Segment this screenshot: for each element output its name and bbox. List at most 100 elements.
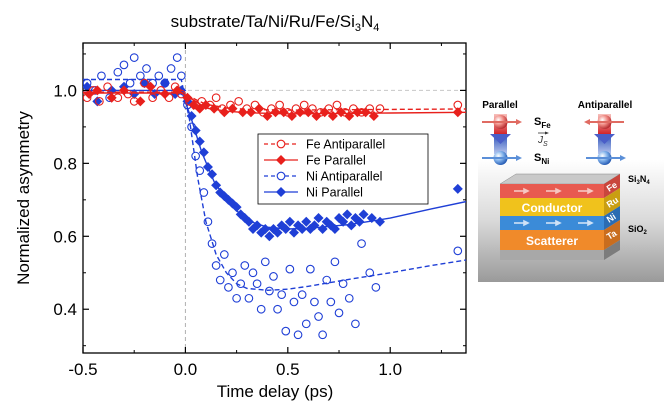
data-point — [277, 290, 287, 299]
data-point — [172, 53, 182, 62]
data-point — [278, 107, 289, 118]
data-point — [319, 107, 330, 118]
data-point — [360, 107, 371, 118]
data-point — [159, 89, 170, 100]
data-point — [191, 151, 200, 161]
x-tick-label: -0.5 — [68, 360, 97, 379]
data-point — [97, 71, 106, 81]
data-point — [219, 107, 230, 118]
data-point — [244, 293, 254, 303]
data-point — [301, 216, 312, 227]
data-point — [281, 326, 291, 336]
data-point — [317, 224, 328, 234]
data-point — [190, 125, 201, 136]
data-point — [142, 64, 151, 73]
data-point — [270, 107, 281, 118]
si3n4-label: Si3N4 — [628, 174, 650, 186]
data-point — [145, 81, 156, 92]
data-point — [159, 78, 170, 89]
data-point — [148, 93, 157, 103]
data-point — [135, 71, 145, 81]
data-point — [103, 82, 112, 92]
y-tick-label: 0.6 — [53, 227, 77, 246]
data-point — [327, 110, 338, 121]
data-point — [301, 319, 311, 329]
data-point — [262, 110, 273, 121]
data-point — [297, 290, 307, 299]
data-point — [140, 78, 149, 88]
ta-layer — [500, 230, 604, 250]
data-point — [207, 239, 217, 248]
data-point — [344, 110, 355, 121]
data-point — [248, 268, 258, 278]
data-point — [310, 297, 319, 307]
data-point — [365, 268, 375, 278]
legend-entry: Fe Parallel — [264, 154, 366, 168]
data-point — [203, 217, 213, 227]
data-point — [354, 216, 365, 227]
x-axis-label: Time delay (ps) — [217, 382, 334, 401]
legend-label: Ni Antiparallel — [306, 170, 382, 184]
data-point — [358, 209, 369, 220]
y-tick-label: 1.0 — [53, 81, 77, 100]
data-point — [346, 220, 357, 231]
data-point — [211, 180, 222, 191]
plot-frame — [82, 42, 467, 354]
ru-layer — [500, 198, 604, 216]
chart-title: substrate/Ta/Ni/Ru/Fe/Si3N4 — [171, 12, 380, 34]
data-point — [95, 97, 104, 106]
data-point — [318, 330, 327, 340]
data-point — [252, 279, 262, 289]
s-fe-label: SFe — [534, 116, 551, 130]
data-point — [125, 78, 135, 88]
data-point — [299, 100, 309, 110]
data-point — [176, 71, 186, 81]
data-point — [338, 279, 348, 289]
data-point — [280, 224, 291, 234]
data-point — [207, 169, 218, 180]
data-point — [352, 107, 363, 118]
data-point — [92, 85, 103, 96]
data-point — [199, 188, 209, 197]
data-point — [272, 227, 283, 238]
data-point — [252, 220, 263, 231]
data-point — [254, 103, 265, 114]
sio2-label: SiO2 — [628, 224, 648, 236]
data-point — [186, 110, 197, 121]
data-point — [195, 166, 205, 175]
data-point — [260, 224, 271, 234]
data-point — [371, 283, 381, 292]
data-point — [228, 268, 237, 278]
antiparallel-label: Antiparallel — [578, 100, 633, 111]
data-point — [166, 64, 176, 73]
data-point — [452, 107, 463, 118]
x-tick-label: 0.5 — [276, 360, 300, 379]
data-point — [366, 213, 377, 224]
data-point — [286, 110, 297, 121]
data-point — [326, 297, 336, 307]
data-point — [264, 231, 275, 242]
legend-entry: Ni Antiparallel — [264, 170, 382, 184]
data-point — [236, 279, 246, 289]
legend-label: Ni Parallel — [306, 186, 363, 200]
spin-current-label: JS — [537, 135, 548, 148]
legend-entry: Fe Antiparallel — [264, 138, 385, 152]
data-point — [313, 213, 324, 224]
data-point — [329, 224, 340, 234]
data-point — [245, 107, 256, 118]
data-point — [289, 297, 299, 307]
data-point — [92, 96, 103, 107]
data-point — [172, 85, 183, 96]
data-point — [256, 304, 266, 314]
data-point — [374, 216, 385, 227]
data-point — [452, 183, 463, 194]
data-point — [332, 100, 342, 110]
legend-label: Fe Parallel — [306, 154, 366, 168]
data-point — [215, 275, 225, 285]
scatterer-layer-label: Scatterer — [526, 234, 578, 248]
antiparallel-spin-column — [584, 114, 626, 165]
data-point — [453, 246, 463, 256]
layer-stack: Conductor Scatterer Fe Ru Ni Ta — [499, 173, 621, 260]
parallel-label: Parallel — [482, 100, 518, 111]
